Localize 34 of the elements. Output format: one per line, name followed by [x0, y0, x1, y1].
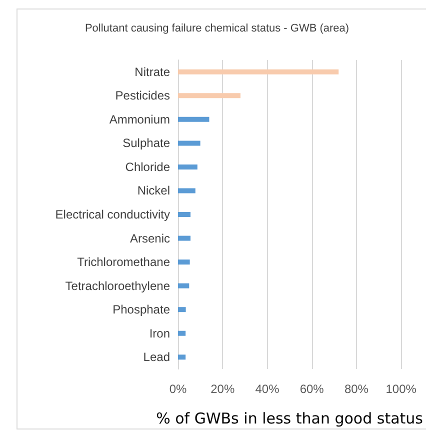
y-tick-label: Nickel — [137, 184, 170, 198]
bar — [178, 188, 196, 194]
bar — [178, 69, 339, 74]
y-tick-label: Phosphate — [112, 302, 170, 317]
y-tick-label: Arsenic — [130, 231, 170, 246]
y-tick-label: Electrical conductivity — [55, 208, 170, 222]
x-tick-label: 100% — [386, 382, 417, 396]
x-axis-title: % of GWBs in less than good status — [156, 410, 424, 428]
x-tick-label: 20% — [210, 382, 235, 396]
bar — [178, 140, 200, 146]
bar — [178, 116, 210, 122]
bar — [178, 236, 190, 241]
x-tick-label: 40% — [255, 382, 280, 396]
y-tick-label: Sulphate — [122, 136, 170, 150]
y-tick-label: Iron — [149, 326, 170, 340]
bar — [178, 212, 190, 217]
x-tick-label: 60% — [300, 382, 324, 396]
chart-title: Pollutant causing failure chemical status - GWB (area) — [84, 22, 350, 34]
bar — [178, 283, 190, 288]
bar — [178, 93, 240, 98]
y-tick-label: Pesticides — [115, 88, 170, 103]
bar — [178, 260, 190, 265]
y-tick-label: Nitrate — [134, 64, 170, 79]
bar — [178, 354, 186, 360]
x-tick-label: 0% — [169, 382, 187, 396]
y-tick-label: Chloride — [125, 160, 170, 174]
y-tick-label: Ammonium — [109, 112, 170, 126]
bar — [178, 307, 186, 312]
y-tick-label: Tetrachloroethylene — [65, 278, 170, 293]
bar — [178, 164, 198, 170]
y-tick-label: Trichloromethane — [77, 255, 170, 270]
x-tick-label: 80% — [344, 382, 369, 396]
y-tick-label: Lead — [143, 350, 170, 364]
bar — [178, 330, 186, 336]
